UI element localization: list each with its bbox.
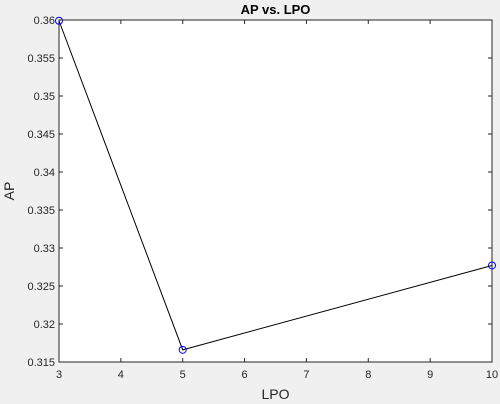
- y-tick-label: 0.33: [34, 243, 55, 255]
- chart-title: AP vs. LPO: [241, 2, 311, 17]
- x-tick-label: 4: [118, 369, 124, 381]
- y-tick-label: 0.35: [34, 91, 55, 103]
- x-axis-label: LPO: [261, 386, 289, 402]
- x-tick-label: 6: [242, 369, 248, 381]
- x-axis-ticks: 3 4 5 6 7 8 9 10: [56, 20, 498, 381]
- y-tick-label: 0.355: [27, 53, 55, 65]
- y-tick-label: 0.36: [34, 15, 55, 27]
- series-line: [58, 20, 493, 351]
- data-point: [488, 261, 496, 270]
- x-tick-label: 9: [427, 369, 433, 381]
- y-tick-label: 0.325: [27, 281, 55, 293]
- y-tick-label: 0.32: [34, 319, 55, 331]
- y-tick-label: 0.315: [27, 357, 55, 369]
- series-group: [55, 16, 496, 354]
- plot-area: [58, 19, 493, 363]
- x-tick-label: 10: [486, 369, 498, 381]
- x-tick-label: 5: [180, 369, 186, 381]
- y-axis-ticks: 0.315 0.32 0.325 0.33 0.335 0.34 0.345 0.35 0.35…: [27, 15, 492, 369]
- y-tick-label: 0.335: [27, 205, 55, 217]
- data-point: [178, 345, 187, 354]
- y-tick-label: 0.34: [34, 167, 55, 179]
- x-tick-label: 8: [365, 369, 371, 381]
- y-axis-label: AP: [1, 182, 17, 201]
- y-tick-label: 0.345: [27, 129, 55, 141]
- data-point: [55, 16, 63, 25]
- x-tick-label: 7: [303, 369, 309, 381]
- x-tick-label: 3: [56, 369, 62, 381]
